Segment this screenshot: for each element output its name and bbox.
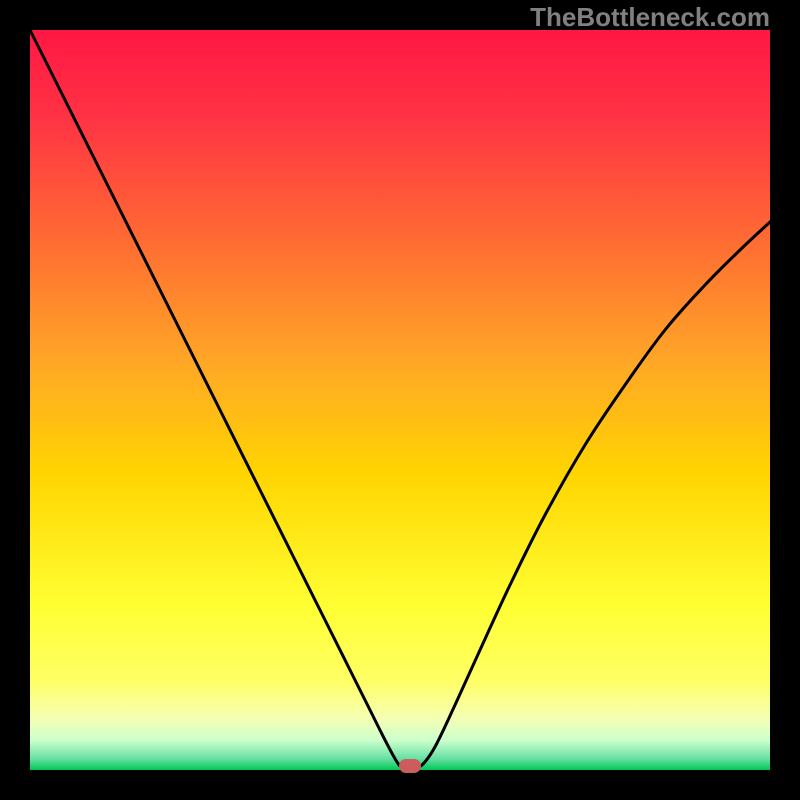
chart-svg <box>0 0 800 800</box>
plot-background <box>30 30 770 770</box>
chart-container: TheBottleneck.com <box>0 0 800 800</box>
bottleneck-curve <box>30 30 770 768</box>
watermark-text: TheBottleneck.com <box>530 2 770 33</box>
optimum-marker <box>399 759 421 773</box>
